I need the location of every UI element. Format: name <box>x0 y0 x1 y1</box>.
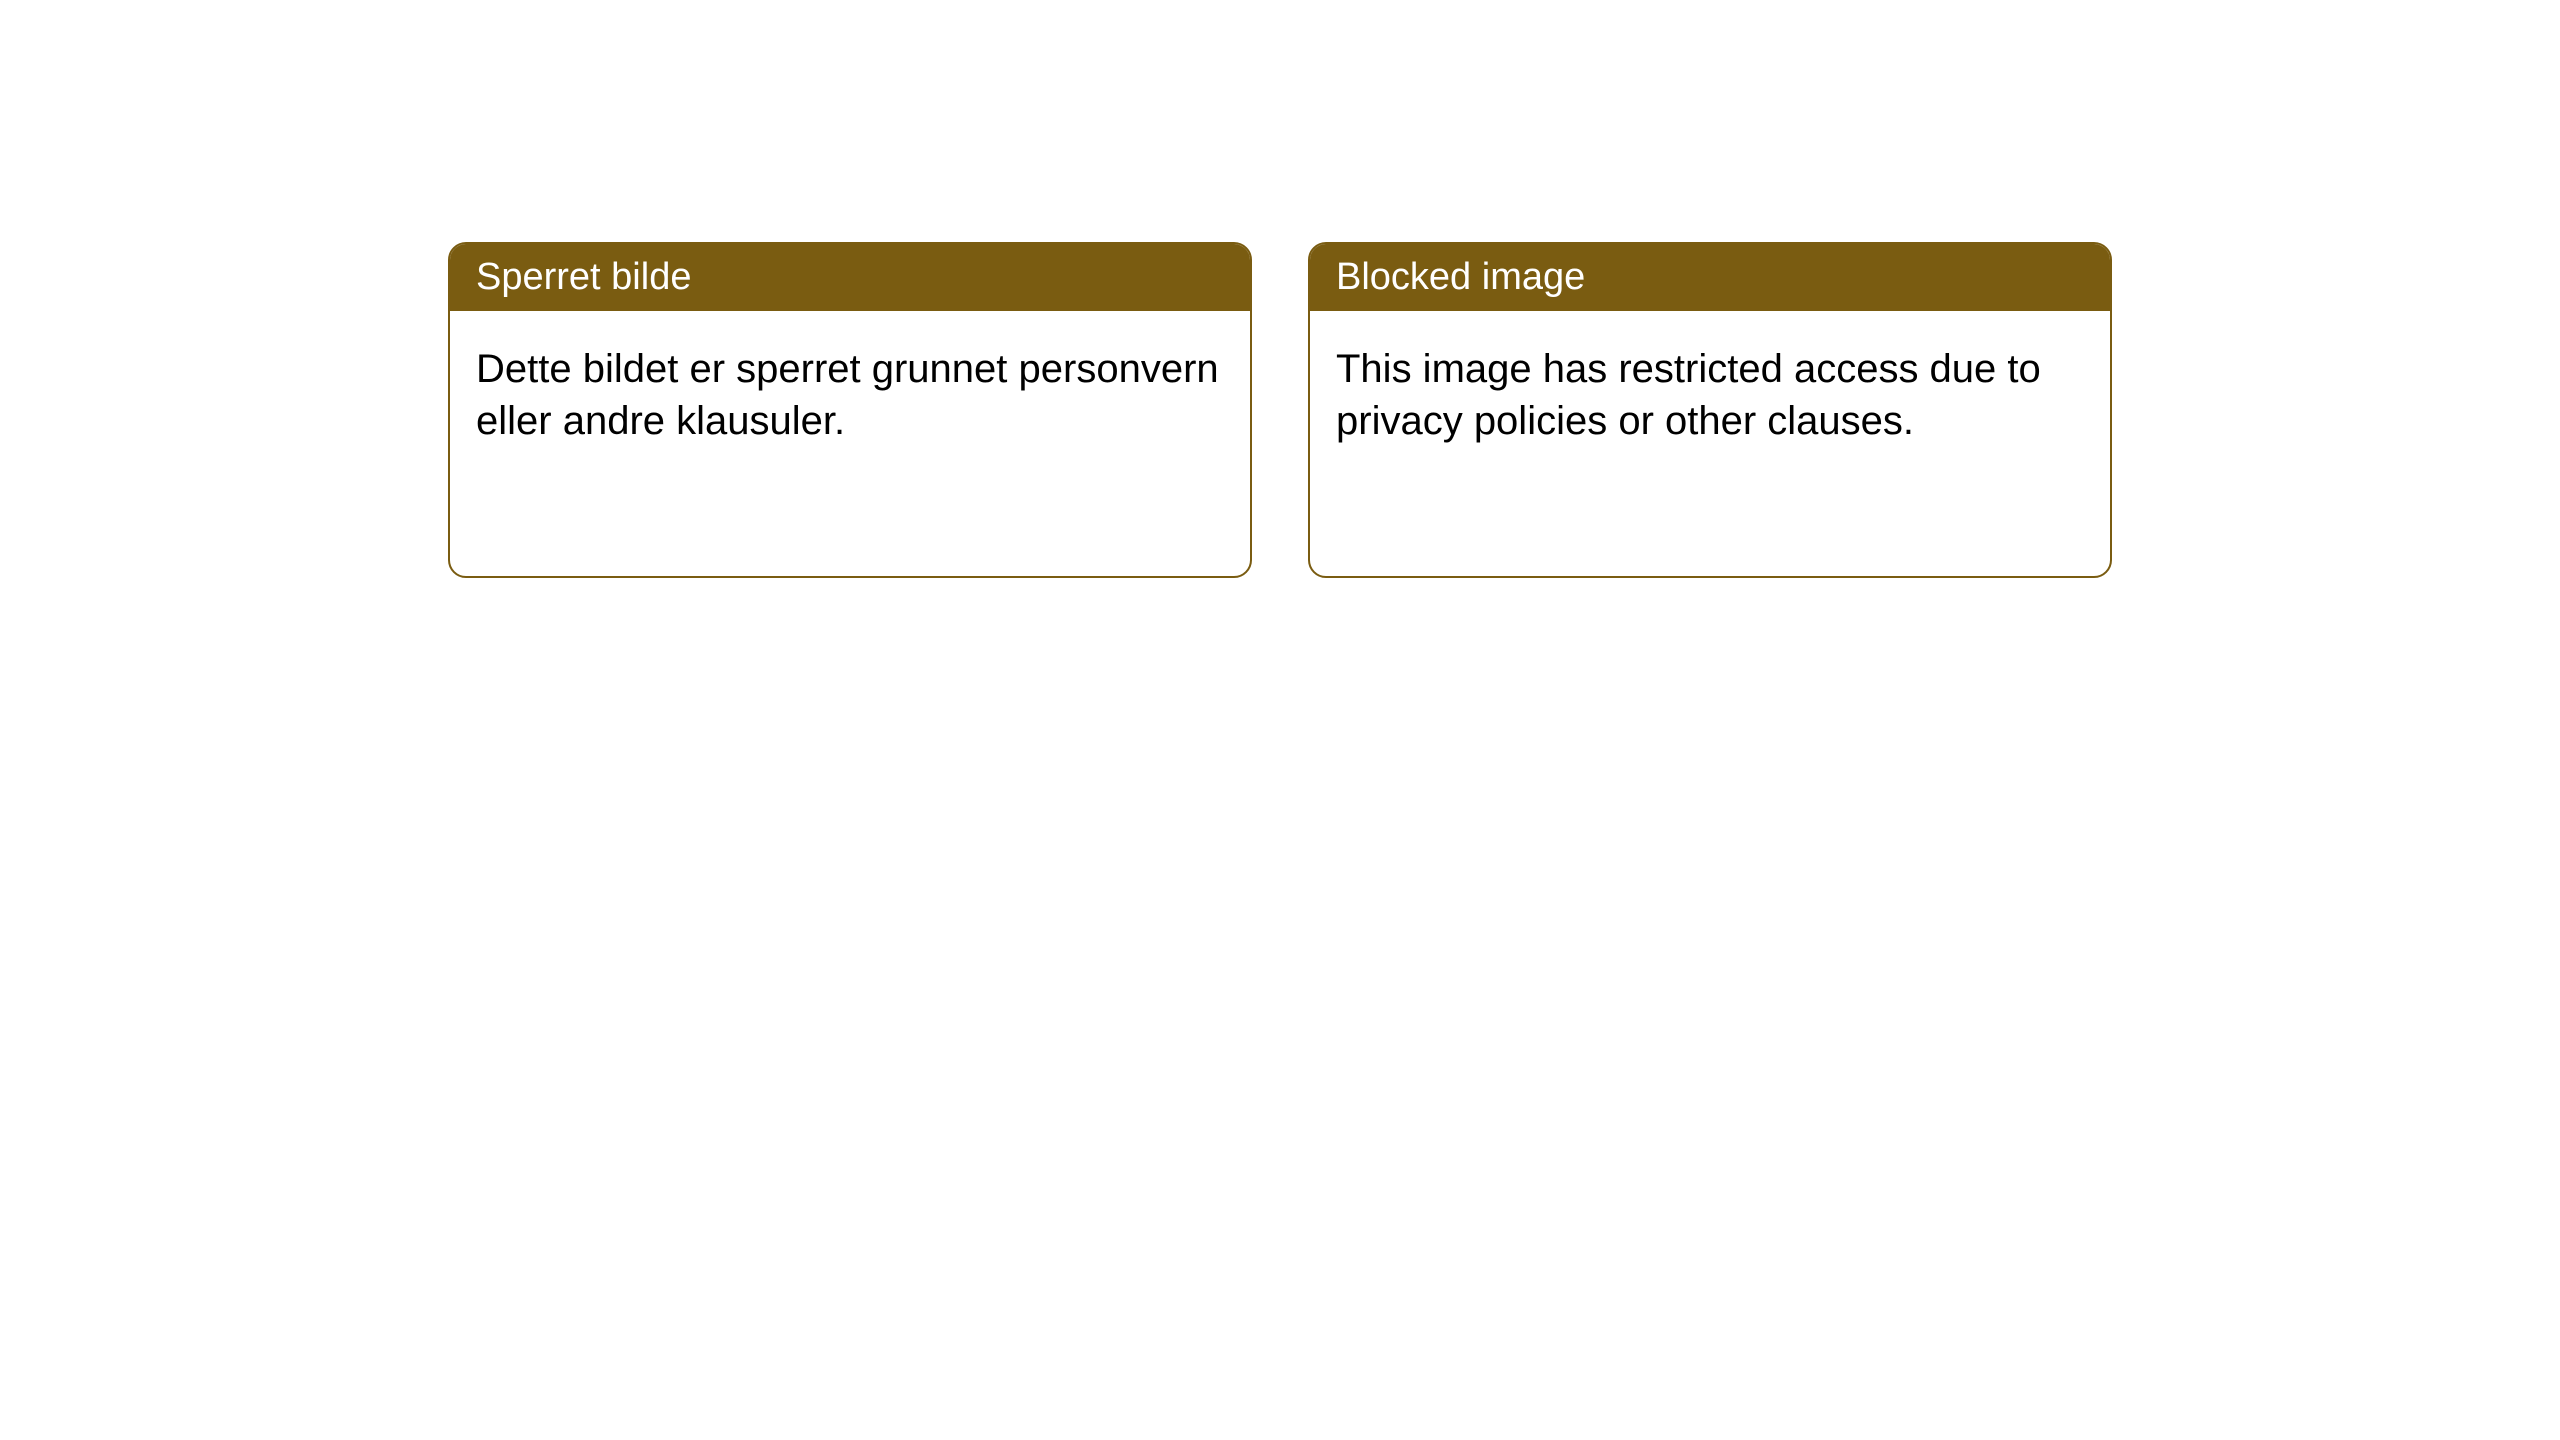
card-body-norwegian: Dette bildet er sperret grunnet personve… <box>450 311 1250 479</box>
card-header-english: Blocked image <box>1310 244 2110 311</box>
card-header-norwegian: Sperret bilde <box>450 244 1250 311</box>
card-english: Blocked image This image has restricted … <box>1308 242 2112 578</box>
card-body-english: This image has restricted access due to … <box>1310 311 2110 479</box>
cards-container: Sperret bilde Dette bildet er sperret gr… <box>448 242 2112 578</box>
card-norwegian: Sperret bilde Dette bildet er sperret gr… <box>448 242 1252 578</box>
